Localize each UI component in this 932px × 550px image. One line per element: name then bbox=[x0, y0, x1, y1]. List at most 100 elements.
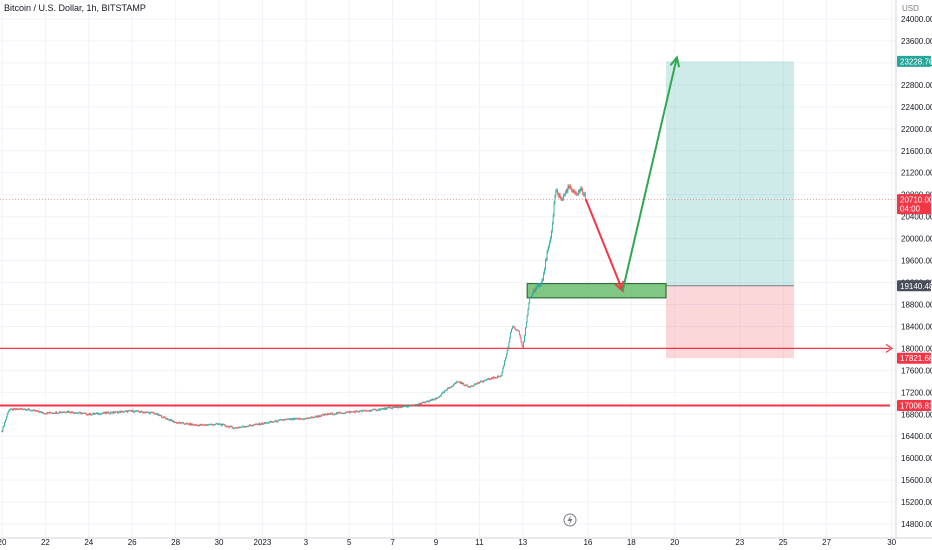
candle-body bbox=[103, 412, 104, 414]
candle-body bbox=[64, 411, 65, 413]
candle-body bbox=[362, 410, 364, 412]
candle-body bbox=[319, 415, 321, 417]
candle-body bbox=[82, 413, 84, 414]
candle-body bbox=[33, 409, 35, 411]
candle-body bbox=[152, 412, 154, 414]
candle-body bbox=[337, 412, 339, 414]
candle-body bbox=[71, 411, 72, 413]
candle-body bbox=[349, 411, 351, 413]
price-tick-label: 20400.00 bbox=[901, 213, 932, 222]
candle-body bbox=[215, 423, 217, 425]
candle-body bbox=[196, 425, 198, 426]
projection-arrows[interactable] bbox=[584, 55, 681, 293]
candle-body bbox=[467, 386, 469, 388]
candle-body bbox=[149, 412, 150, 414]
candle-body bbox=[193, 424, 195, 426]
candle-body bbox=[262, 423, 264, 425]
candle-body bbox=[444, 390, 446, 393]
time-tick-label: 20 bbox=[670, 538, 679, 547]
demand-zone[interactable] bbox=[526, 283, 667, 299]
candle-body bbox=[183, 422, 184, 424]
candle-body bbox=[200, 424, 202, 426]
candle-body bbox=[412, 405, 413, 406]
candle-body bbox=[64, 412, 66, 414]
candle-body bbox=[549, 241, 551, 246]
candle-body bbox=[109, 413, 111, 415]
candle-body bbox=[228, 426, 229, 428]
candle-body bbox=[248, 426, 249, 427]
demand-zone-rectangle[interactable] bbox=[526, 283, 667, 299]
candle-body bbox=[456, 381, 458, 383]
take-profit-area[interactable] bbox=[666, 61, 795, 286]
candle-body bbox=[459, 381, 460, 383]
candle-body bbox=[43, 412, 45, 414]
candle-body bbox=[559, 194, 561, 198]
candle-body bbox=[87, 414, 89, 415]
candle-body bbox=[575, 192, 577, 194]
candle-body bbox=[335, 412, 337, 415]
candle-body bbox=[356, 410, 358, 412]
candle-body bbox=[6, 413, 8, 417]
stop-loss-area[interactable] bbox=[666, 285, 795, 359]
candle-body bbox=[198, 425, 200, 427]
candle-body bbox=[364, 410, 366, 412]
candle-body bbox=[423, 402, 425, 403]
candle-body bbox=[301, 418, 303, 420]
candle-body bbox=[321, 414, 323, 416]
candle-body bbox=[397, 407, 399, 409]
candle-body bbox=[216, 423, 218, 425]
horizontal-lines[interactable] bbox=[0, 199, 896, 407]
candle-body bbox=[130, 410, 132, 412]
candle-body bbox=[212, 424, 214, 426]
flash-icon[interactable] bbox=[563, 513, 577, 527]
candle-body bbox=[346, 412, 347, 413]
currency-label: USD bbox=[902, 4, 919, 13]
candle-body bbox=[369, 410, 371, 412]
candle-body bbox=[311, 416, 313, 418]
candle-body bbox=[359, 410, 361, 412]
candle-body bbox=[572, 190, 574, 192]
candle-body bbox=[402, 405, 404, 407]
candle-body bbox=[538, 284, 539, 286]
candle-body bbox=[121, 411, 123, 412]
time-tick-label: 22 bbox=[41, 538, 50, 547]
candle-body bbox=[58, 413, 59, 414]
candle-body bbox=[441, 393, 443, 394]
candle-body bbox=[117, 411, 119, 414]
candle-body bbox=[263, 422, 265, 424]
candle-body bbox=[201, 424, 203, 426]
candle-body bbox=[429, 400, 431, 402]
entry-price-label-bg bbox=[897, 280, 931, 292]
candle-body bbox=[79, 412, 81, 414]
candle-body bbox=[185, 423, 187, 425]
candle-body bbox=[235, 427, 236, 429]
candle-body bbox=[95, 413, 97, 415]
candle-body bbox=[417, 404, 419, 406]
candle-body bbox=[510, 332, 512, 338]
symbol-title[interactable]: Bitcoin / U.S. Dollar, 1h, BITSTAMP bbox=[4, 3, 146, 13]
candle-body bbox=[494, 377, 496, 379]
arrow-line[interactable] bbox=[621, 57, 678, 291]
candle-body bbox=[550, 237, 551, 242]
candle-body bbox=[117, 411, 118, 414]
candle-body bbox=[524, 335, 525, 342]
arrow-line[interactable] bbox=[584, 198, 624, 292]
candle-body bbox=[274, 421, 275, 423]
candle-body bbox=[146, 411, 148, 413]
candle-body bbox=[564, 194, 565, 196]
candle-body bbox=[424, 402, 426, 403]
long-position-tool[interactable] bbox=[666, 61, 795, 359]
candle-body bbox=[475, 383, 477, 385]
candle-body bbox=[374, 409, 376, 411]
candle-body bbox=[416, 404, 418, 406]
candle-body bbox=[123, 411, 124, 413]
candle-body bbox=[173, 420, 175, 423]
candle-body bbox=[141, 411, 143, 412]
candle-body bbox=[239, 427, 241, 428]
candle-body bbox=[516, 329, 518, 331]
time-axis[interactable]: 20222426283020233579111316182023252730 bbox=[0, 538, 897, 547]
candle-body bbox=[284, 419, 286, 421]
candle-body bbox=[179, 422, 181, 424]
candle-body bbox=[327, 413, 328, 415]
